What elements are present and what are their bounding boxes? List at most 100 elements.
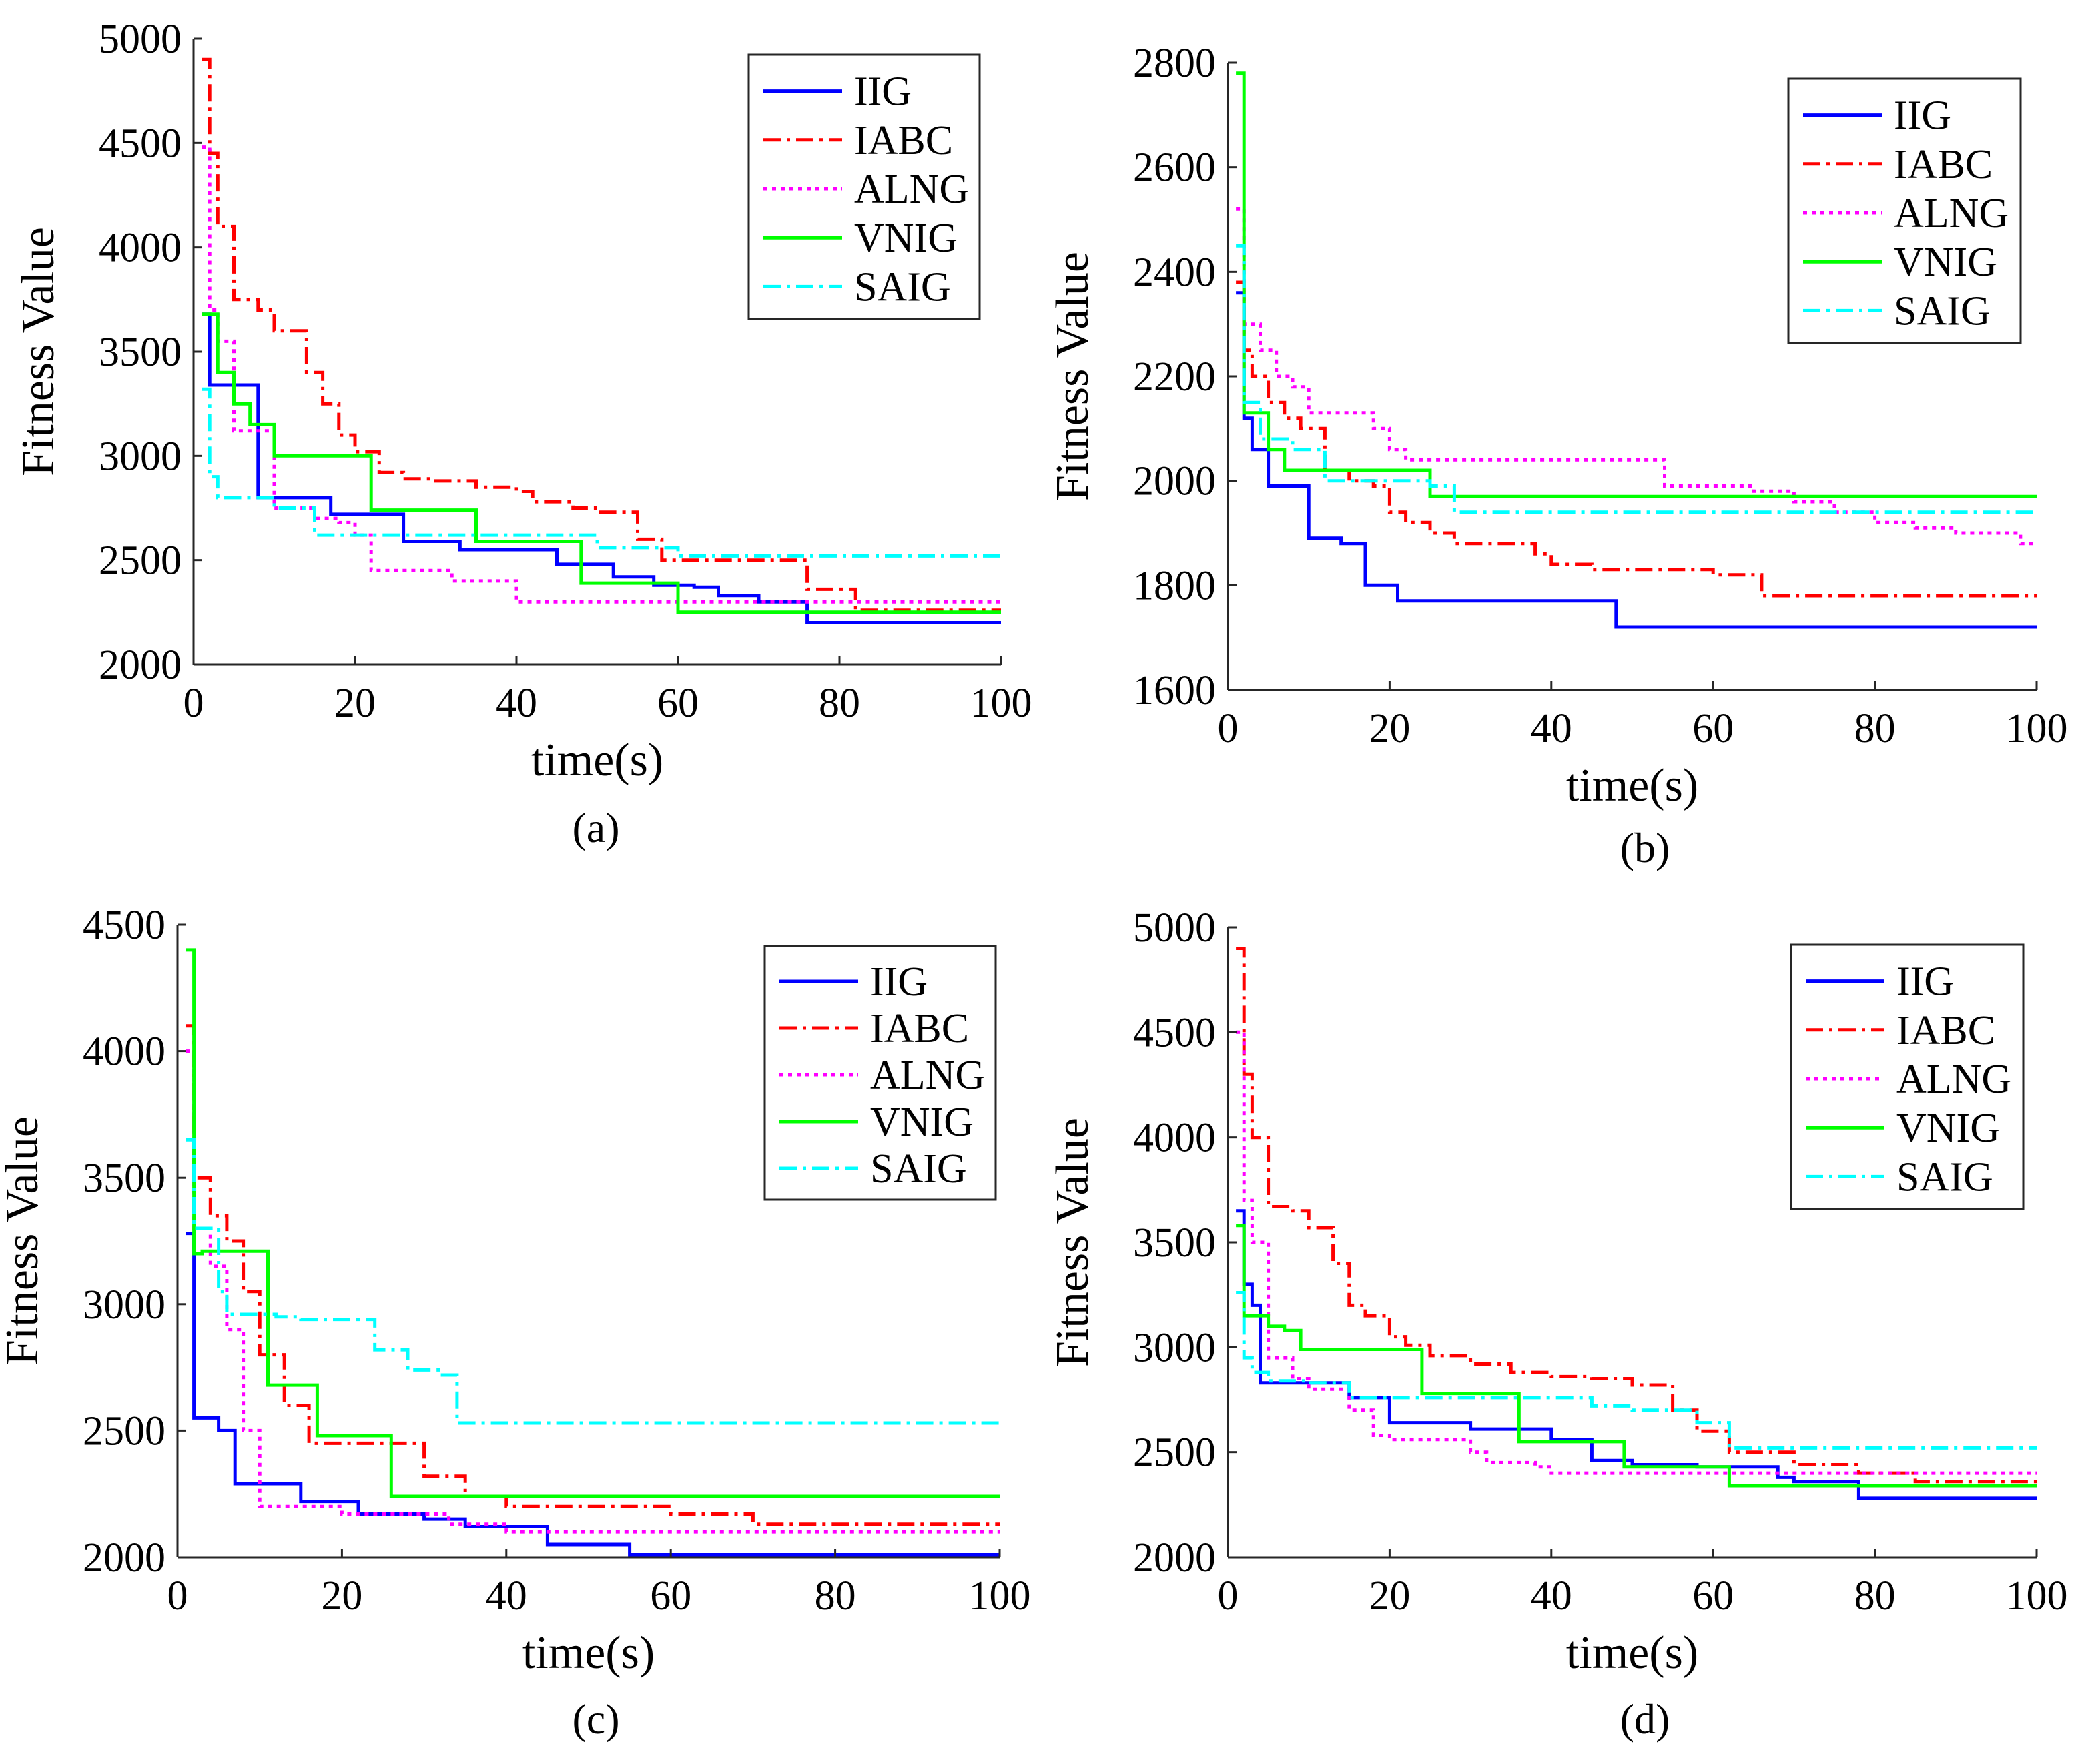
x-tick-label: 40	[486, 1573, 527, 1619]
legend-label-vnig: VNIG	[870, 1099, 974, 1145]
legend-label-saig: SAIG	[1894, 288, 1991, 334]
x-tick-label: 40	[496, 681, 537, 726]
legend-label-iabc: IABC	[1896, 1008, 1995, 1053]
x-tick-label: 20	[1369, 1573, 1410, 1619]
legend-label-vnig: VNIG	[1894, 240, 1997, 285]
series-line-iabc	[1236, 280, 2037, 598]
y-axis-label: Fitness Value	[1047, 1118, 1098, 1367]
series-line-vnig	[1236, 1224, 2037, 1488]
series-line-saig	[1236, 1291, 2037, 1450]
y-tick-label: 4000	[83, 1029, 165, 1075]
legend-label-vnig: VNIG	[1896, 1106, 2000, 1151]
x-tick-label: 20	[334, 681, 376, 726]
x-tick-label: 100	[969, 1573, 1031, 1619]
legend-box	[747, 53, 981, 320]
x-tick-label: 0	[1218, 1573, 1239, 1619]
legend-label-iig: IIG	[1896, 959, 1954, 1005]
x-tick-label: 40	[1531, 1573, 1572, 1619]
legend-box	[1790, 943, 2025, 1210]
legend-label-iig: IIG	[1894, 93, 1951, 139]
x-axis-label: time(s)	[1566, 760, 1698, 811]
y-tick-label: 4500	[83, 903, 165, 948]
x-tick-label: 60	[657, 681, 699, 726]
x-tick-label: 60	[650, 1573, 691, 1619]
x-tick-label: 80	[815, 1573, 856, 1619]
y-tick-label: 2400	[1133, 250, 1216, 295]
x-tick-label: 100	[2006, 1573, 2068, 1619]
y-tick-label: 2500	[1133, 1430, 1216, 1476]
x-tick-label: 80	[1854, 706, 1896, 751]
x-tick-label: 60	[1692, 1573, 1734, 1619]
series-line-iabc	[202, 57, 1001, 612]
legend-label-iig: IIG	[854, 69, 912, 115]
chart-panel-1: 0 20 40 60 80 100 2000 2500 3000 3500 4000 4500 5000…	[13, 17, 1032, 851]
x-axis-label: time(s)	[531, 735, 663, 786]
series-line-saig	[186, 1138, 1000, 1425]
legend-label-iabc: IABC	[1894, 142, 1993, 187]
series-line-iabc	[1236, 947, 2037, 1484]
legend-label-saig: SAIG	[854, 264, 951, 310]
y-axis-label: Fitness Value	[13, 227, 64, 476]
x-tick-label: 80	[819, 681, 860, 726]
x-tick-label: 100	[970, 681, 1032, 726]
legend-label-saig: SAIG	[870, 1146, 967, 1192]
series-line-iig	[186, 1232, 1000, 1557]
legend-label-vnig: VNIG	[854, 215, 958, 261]
legend-label-iabc: IABC	[870, 1006, 969, 1051]
y-axis-label: Fitness Value	[0, 1116, 48, 1366]
x-tick-label: 80	[1854, 1573, 1896, 1619]
y-tick-label: 3500	[1133, 1220, 1216, 1266]
legend-box	[1787, 77, 2022, 344]
x-axis-label: time(s)	[1566, 1627, 1698, 1679]
series-group	[1236, 947, 2037, 1500]
y-tick-label: 2800	[1133, 41, 1216, 86]
legend-label-alng: ALNG	[854, 167, 969, 212]
y-tick-label: 2000	[99, 642, 182, 688]
series-line-vnig	[202, 312, 1001, 614]
panel-label: (d)	[1620, 1695, 1670, 1743]
y-tick-label: 4500	[1133, 1010, 1216, 1055]
x-tick-label: 40	[1531, 706, 1572, 751]
x-tick-label: 100	[2006, 706, 2068, 751]
y-tick-label: 4500	[99, 121, 182, 166]
x-tick-label: 60	[1692, 706, 1734, 751]
legend-label-alng: ALNG	[870, 1053, 985, 1098]
series-group	[202, 57, 1001, 624]
y-tick-label: 2000	[1133, 1535, 1216, 1581]
y-tick-label: 1800	[1133, 563, 1216, 608]
y-tick-label: 2600	[1133, 145, 1216, 191]
legend-label-iig: IIG	[870, 959, 928, 1005]
series-line-vnig	[1236, 71, 2037, 498]
chart-panel-4: 0 20 40 60 80 100 2000 2500 3000 3500 4000 4500 5000…	[1047, 905, 2068, 1743]
legend-label-saig: SAIG	[1896, 1154, 1993, 1200]
series-group	[1236, 71, 2037, 629]
y-tick-label: 5000	[99, 17, 182, 62]
x-tick-label: 20	[1369, 706, 1410, 751]
y-tick-label: 4000	[99, 226, 182, 271]
y-tick-label: 2000	[1133, 459, 1216, 504]
panel-label: (c)	[572, 1695, 619, 1743]
series-line-iabc	[186, 1024, 1000, 1526]
chart-panel-3: 0 20 40 60 80 100 2000 2500 3000 3500 4000 4500 time…	[0, 903, 1031, 1743]
y-tick-label: 3500	[83, 1156, 165, 1201]
series-line-saig	[202, 387, 1001, 558]
y-tick-label: 1600	[1133, 668, 1216, 713]
panel-label: (b)	[1620, 824, 1670, 871]
legend-label-iabc: IABC	[854, 118, 953, 163]
x-tick-label: 0	[184, 681, 204, 726]
y-tick-label: 2500	[83, 1408, 165, 1454]
panel-label: (a)	[572, 804, 619, 851]
y-tick-label: 2500	[99, 538, 182, 584]
series-line-alng	[1236, 1030, 2037, 1475]
legend-label-alng: ALNG	[1894, 191, 2009, 236]
x-tick-label: 0	[167, 1573, 188, 1619]
series-line-vnig	[186, 948, 1000, 1498]
x-tick-label: 0	[1218, 706, 1239, 751]
series-line-iig	[1236, 291, 2037, 629]
legend-box	[763, 945, 997, 1201]
y-tick-label: 3500	[99, 330, 182, 375]
